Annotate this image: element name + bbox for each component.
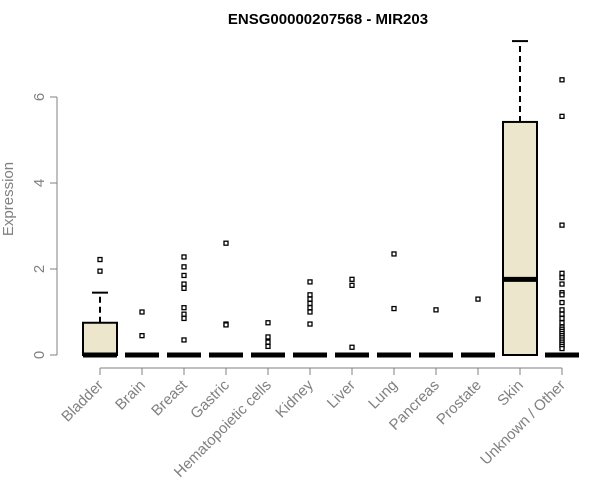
outlier-point: [265, 339, 271, 345]
outlier-point: [181, 254, 187, 260]
outlier-point: [559, 274, 565, 281]
box-brain: [125, 309, 159, 358]
x-tick-label: Breast: [148, 376, 191, 419]
outlier-point: [349, 282, 355, 288]
outlier-point: [181, 311, 187, 317]
x-tick-label: Skin: [494, 377, 527, 410]
box-body: [502, 120, 538, 356]
outlier-point: [559, 270, 565, 276]
outlier-point: [307, 309, 313, 315]
outlier-point: [307, 321, 313, 327]
outlier-point: [559, 320, 565, 326]
y-axis-label: Expression: [0, 162, 17, 236]
outlier-point: [223, 240, 229, 246]
x-tick-label: Prostate: [433, 377, 485, 429]
outlier-point: [559, 315, 565, 322]
outlier-point: [265, 334, 271, 340]
x-tick-label: Bladder: [58, 377, 107, 426]
outlier-point: [97, 268, 103, 274]
x-tick-label: Liver: [324, 377, 359, 412]
y-axis: 0 2 4 6: [31, 93, 58, 359]
outlier-point: [349, 344, 355, 350]
outlier-point: [391, 251, 397, 257]
box-bladder: [82, 256, 118, 358]
box-unknown-other: [545, 77, 579, 358]
outlier-point: [559, 311, 565, 317]
outlier-point: [181, 281, 187, 287]
outlier-point: [139, 332, 145, 339]
outlier-point: [97, 256, 103, 263]
outlier-point: [391, 305, 397, 312]
y-tick-label-6: 6: [31, 93, 48, 101]
outlier-point: [181, 305, 187, 311]
outlier-point: [307, 305, 313, 311]
box-prostate: [461, 296, 495, 358]
outlier-point: [559, 292, 565, 298]
outlier-point: [265, 320, 271, 326]
outlier-point: [181, 337, 187, 343]
outlier-point: [307, 292, 313, 298]
box-series: [82, 40, 579, 358]
outlier-point: [559, 281, 565, 287]
outlier-point: [559, 299, 565, 306]
outlier-point: [181, 264, 187, 270]
outlier-point: [307, 279, 313, 285]
y-tick-label-2: 2: [31, 265, 48, 273]
outlier-point: [139, 309, 145, 315]
box-liver: [335, 276, 369, 358]
outlier-point: [307, 300, 313, 307]
outlier-point: [475, 296, 481, 302]
box-lung: [377, 251, 411, 358]
outlier-point: [181, 272, 187, 279]
outlier-point: [559, 113, 565, 119]
outlier-point: [559, 222, 565, 228]
box-hematopoietic-cells: [251, 320, 285, 358]
chart-title: ENSG00000207568 - MIR203: [228, 11, 428, 28]
x-tick-label: Brain: [112, 377, 149, 414]
x-tick-label: Kidney: [272, 376, 317, 421]
outlier-point: [223, 322, 229, 328]
box-gastric: [209, 240, 243, 358]
x-tick-label: Lung: [365, 377, 401, 413]
y-tick-label-4: 4: [31, 179, 48, 187]
outlier-point: [265, 343, 271, 350]
y-tick-label-0: 0: [31, 351, 48, 359]
outlier-point: [181, 285, 187, 292]
outlier-point: [559, 77, 565, 83]
box-skin: [502, 40, 538, 356]
outlier-point: [559, 345, 565, 352]
box-body: [82, 321, 118, 356]
box-breast: [167, 254, 201, 358]
outlier-point: [181, 315, 187, 322]
outlier-point: [433, 307, 439, 313]
box-pancreas: [419, 307, 453, 358]
outlier-point: [307, 296, 313, 302]
box-kidney: [293, 279, 327, 358]
outlier-point: [559, 307, 565, 313]
outlier-point: [349, 276, 355, 282]
